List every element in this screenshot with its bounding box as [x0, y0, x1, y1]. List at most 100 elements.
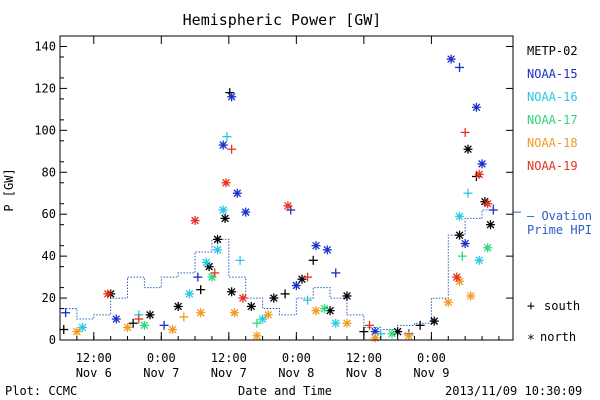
south-point [331, 268, 341, 278]
legend-south-marker: + [527, 299, 535, 314]
y-tick-label: 140 [34, 39, 56, 53]
x-tick-label-time: 12:00 [76, 351, 112, 365]
south-point [193, 272, 203, 282]
y-axis: 0 20 40 60 80 100 120 140 [34, 39, 513, 347]
legend-south-label: south [544, 299, 580, 313]
series-noaa-19 [103, 127, 493, 330]
north-point [139, 320, 149, 330]
x-tick-label-time: 0:00 [282, 351, 311, 365]
chart-title: Hemispheric Power [GW] [183, 11, 382, 29]
north-point [291, 280, 301, 290]
north-point [319, 304, 329, 314]
x-tick-label-date: Nov 6 [76, 366, 112, 380]
south-point [159, 320, 169, 330]
north-point [455, 230, 465, 240]
north-point [311, 241, 321, 251]
north-point [184, 289, 194, 299]
north-point [246, 301, 256, 311]
north-point [483, 199, 493, 209]
x-axis-label: Date and Time [238, 384, 332, 398]
south-point [196, 285, 206, 295]
satellite-series [59, 54, 498, 343]
series-noaa-15 [61, 54, 498, 339]
south-point [179, 312, 189, 322]
legend-entry-noaa-16: NOAA-16 [527, 90, 578, 104]
north-point [258, 314, 268, 324]
north-point [269, 293, 279, 303]
plot-timestamp: 2013/11/09 10:30:09 [445, 384, 582, 398]
south-point [235, 255, 245, 265]
x-tick-label-date: Nov 8 [278, 366, 314, 380]
y-tick-label: 100 [34, 123, 56, 137]
legend-entry-noaa-18: NOAA-18 [527, 136, 578, 150]
north-point [229, 308, 239, 318]
north-point [227, 287, 237, 297]
north-point [218, 205, 228, 215]
north-point [485, 220, 495, 230]
north-point [173, 301, 183, 311]
north-point [213, 245, 223, 255]
legend-ovation-line2: Prime HPI [527, 223, 592, 237]
north-point [342, 318, 352, 328]
south-point [365, 320, 375, 330]
south-point [415, 320, 425, 330]
north-point [221, 178, 231, 188]
x-tick-label-time: 12:00 [211, 351, 247, 365]
north-point [477, 159, 487, 169]
north-point [241, 207, 251, 217]
legend-ovation-line1: — Ovation [527, 209, 592, 223]
y-tick-label: 0 [49, 333, 56, 347]
north-point [220, 213, 230, 223]
north-point [190, 215, 200, 225]
south-point [457, 251, 467, 261]
north-point [460, 239, 470, 249]
series-metp-02 [59, 88, 495, 337]
north-point [429, 316, 439, 326]
series-noaa-16 [78, 132, 484, 339]
ovation-series [60, 203, 521, 331]
plot-credit: Plot: CCMC [5, 384, 77, 398]
legend-north-marker: * [527, 333, 535, 348]
x-tick-label-time: 12:00 [346, 351, 382, 365]
north-point [213, 234, 223, 244]
north-point [446, 54, 456, 64]
south-point [303, 272, 313, 282]
x-tick-label-date: Nov 8 [346, 366, 382, 380]
south-point [134, 314, 144, 324]
north-point [452, 272, 462, 282]
north-point [263, 310, 273, 320]
legend-entry-metp-02: METP-02 [527, 44, 578, 58]
north-point [342, 291, 352, 301]
x-tick-label-time: 0:00 [417, 351, 446, 365]
south-point [61, 308, 71, 318]
south-point [280, 289, 290, 299]
north-point [466, 291, 476, 301]
south-point [463, 188, 473, 198]
north-point [463, 144, 473, 154]
y-tick-label: 20 [42, 291, 56, 305]
north-point [196, 308, 206, 318]
north-point [474, 169, 484, 179]
north-point [283, 201, 293, 211]
north-point [325, 306, 335, 316]
north-point [103, 289, 113, 299]
south-point [252, 318, 262, 328]
plot-frame [59, 35, 514, 341]
x-tick-label-date: Nov 9 [413, 366, 449, 380]
legend-entry-noaa-15: NOAA-15 [527, 67, 578, 81]
north-point [168, 325, 178, 335]
y-tick-label: 60 [42, 207, 56, 221]
north-point [443, 297, 453, 307]
north-point [201, 257, 211, 267]
north-point [404, 331, 414, 341]
south-point [128, 318, 138, 328]
north-point [483, 243, 493, 253]
x-tick-label-time: 0:00 [147, 351, 176, 365]
north-point [471, 102, 481, 112]
legend-entry-noaa-17: NOAA-17 [527, 113, 578, 127]
series-noaa-18 [72, 276, 476, 343]
north-point [387, 329, 397, 339]
south-point [460, 127, 470, 137]
